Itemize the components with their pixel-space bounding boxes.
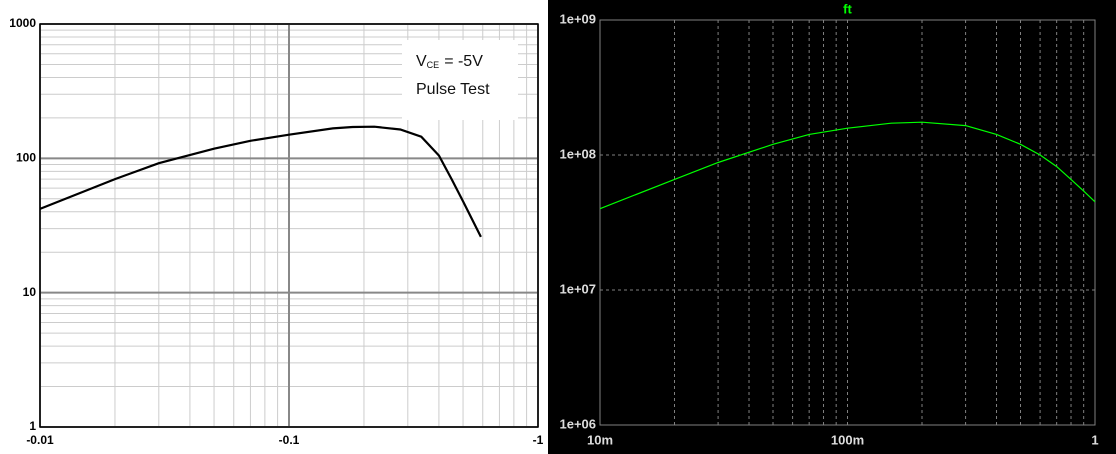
- right-background: [548, 0, 1116, 454]
- annotation-note: Pulse Test: [416, 81, 490, 98]
- x-tick-label: 10m: [587, 432, 613, 447]
- annotation-symbol: V: [416, 53, 427, 70]
- y-tick-label: 1e+09: [559, 11, 596, 26]
- plot-frame: [599, 19, 1096, 426]
- y-tick-label: 10: [23, 285, 37, 299]
- y-tick-label: 1e+06: [559, 416, 596, 431]
- y-tick-label: 100: [16, 151, 36, 165]
- y-tick-label: 1e+08: [559, 146, 596, 161]
- plot-frame: [39, 23, 539, 428]
- x-tick-label: 100m: [831, 432, 864, 447]
- x-tick-label: -0.01: [26, 433, 54, 447]
- annotation-value: = -5V: [444, 53, 483, 70]
- y-tick-label: 1: [29, 419, 36, 433]
- chart-title: ft: [843, 1, 852, 16]
- data-line: [39, 125, 482, 238]
- annotation-box: [402, 40, 518, 120]
- x-tick-label: 1: [1091, 432, 1098, 447]
- x-tick-label: -1: [533, 433, 544, 447]
- annotation-subscript: CE: [427, 60, 440, 70]
- x-tick-label: -0.1: [279, 433, 300, 447]
- y-tick-label: 1000: [9, 16, 36, 30]
- data-line: [599, 121, 1096, 210]
- y-tick-label: 1e+07: [559, 281, 596, 296]
- annotation-text: VCE = -5V: [416, 53, 483, 70]
